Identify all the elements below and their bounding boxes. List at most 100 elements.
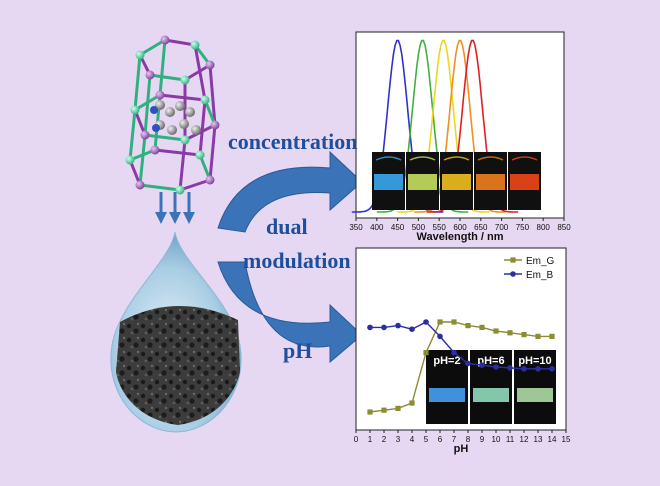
ph-tick-label: 3 <box>396 435 401 444</box>
legend-marker <box>510 257 516 263</box>
mof-bond <box>139 38 166 57</box>
mof-atom <box>145 70 155 80</box>
mof-atom <box>195 150 205 160</box>
vial-meniscus <box>477 156 504 161</box>
mof-atom <box>210 120 220 130</box>
mof-atom <box>130 105 140 115</box>
spectra-tick-label: 450 <box>391 223 405 232</box>
mof-atom <box>140 130 150 140</box>
curved-arrow-down <box>217 261 363 364</box>
ph-xlabel: pH <box>454 443 469 455</box>
spectra-tick-label: 350 <box>349 223 363 232</box>
mof-atom <box>190 40 200 50</box>
ph-tick-label: 9 <box>480 435 485 444</box>
mof-bond <box>154 148 201 157</box>
spectra-curves <box>351 39 519 213</box>
guest-molecule-atom <box>179 119 189 129</box>
down-arrow-shaft <box>159 192 163 214</box>
ph-point-circle <box>521 366 527 372</box>
vial-photo <box>514 350 556 424</box>
guest-molecule-atom <box>191 125 201 135</box>
vial-glow <box>517 388 553 402</box>
mof-bond <box>133 54 142 111</box>
label-concentration: concentration <box>228 129 358 154</box>
spectra-tick-label: 750 <box>516 223 530 232</box>
mof-bond <box>143 74 152 136</box>
down-arrow-head <box>183 212 195 224</box>
mof-atom <box>135 50 145 60</box>
ph-point-circle <box>395 322 401 329</box>
curved-arrow-up <box>217 150 363 233</box>
ph-point-square <box>367 409 373 415</box>
vial-glow <box>374 174 403 190</box>
mof-bond <box>138 134 147 186</box>
mof-bond <box>178 139 187 191</box>
mof-bond <box>184 63 211 82</box>
down-arrow-shaft <box>173 192 177 214</box>
mof-bond <box>164 38 196 47</box>
mof-bond <box>193 44 207 101</box>
vial-glow <box>510 174 539 190</box>
ph-tick-label: 10 <box>492 435 501 444</box>
spectrum-line <box>414 39 506 213</box>
mof-atom <box>125 155 135 165</box>
spectra-tick-label: 800 <box>537 223 551 232</box>
ph-tick-label: 13 <box>534 435 543 444</box>
mof-bond <box>198 99 207 156</box>
ph-tick-label: 14 <box>548 435 557 444</box>
down-arrow-head <box>155 212 167 224</box>
spectra-tick-label: 400 <box>370 223 384 232</box>
down-arrow-shaft <box>187 192 191 214</box>
ph-tick-label: 6 <box>438 435 443 444</box>
down-arrows <box>155 192 195 224</box>
ph-point-square <box>381 407 387 413</box>
mof-cage-structure <box>125 35 220 195</box>
guest-molecule-atom <box>185 107 195 117</box>
ph-point-square <box>479 324 485 330</box>
spectra-tick-label: 850 <box>557 223 571 232</box>
mof-atom <box>205 175 215 185</box>
ph-point-circle <box>381 324 387 331</box>
guest-molecule-atom <box>167 125 177 135</box>
mof-bond <box>208 64 217 126</box>
mof-atom <box>175 185 185 195</box>
droplet-tem-image <box>110 231 242 433</box>
ph-tick-label: 7 <box>452 435 457 444</box>
vial-meniscus <box>375 156 402 161</box>
ph-point-circle <box>493 364 499 370</box>
ph-inset-label: pH=2 <box>433 355 460 367</box>
ph-point-square <box>451 319 457 325</box>
mof-atom <box>160 35 170 45</box>
mof-atom <box>180 135 190 145</box>
ph-point-square <box>395 405 401 411</box>
guest-molecule-atom <box>165 107 175 117</box>
ph-tick-label: 12 <box>520 435 529 444</box>
mof-atom <box>205 60 215 70</box>
ph-tick-label: 15 <box>562 435 571 444</box>
ph-tick-label: 4 <box>410 435 415 444</box>
mof-atom <box>150 145 160 155</box>
mof-bond <box>139 183 181 192</box>
ph-point-square <box>423 350 429 356</box>
mof-atom <box>155 90 165 100</box>
vial-glow <box>408 174 437 190</box>
ph-inset-label: pH=10 <box>518 355 551 367</box>
mof-atom <box>200 95 210 105</box>
spectrum-line <box>376 39 469 213</box>
legend-label: Em_B <box>526 270 554 281</box>
ph-point-square <box>507 330 513 336</box>
vial-glow <box>442 174 471 190</box>
mof-bond <box>179 178 211 192</box>
spectra-tick-label: 600 <box>453 223 467 232</box>
label-dual: dual <box>266 214 308 239</box>
ph-point-square <box>521 332 527 338</box>
ph-x-ticks: 0 1 2 3 4 5 6 7 8 9 10 11 12 13 14 15 <box>354 430 571 444</box>
ph-point-circle <box>535 366 541 372</box>
ph-inset-photos: pH=2 pH=6 pH=10 <box>426 350 556 424</box>
ph-point-square <box>409 400 415 406</box>
guest-molecule-atom <box>155 100 165 110</box>
mof-atom <box>180 75 190 85</box>
mof-bond <box>149 73 186 82</box>
ph-tick-label: 0 <box>354 435 359 444</box>
ph-chart: pH=2 pH=6 pH=10 Em_GEm_B 0 1 2 3 4 5 6 7 8 9 10 11 12 1… <box>354 247 571 455</box>
